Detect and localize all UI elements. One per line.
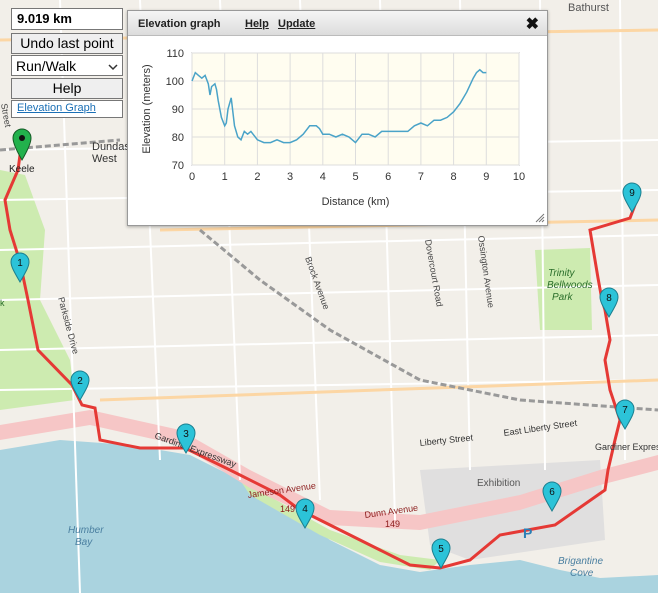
x-tick-label: 7 bbox=[418, 171, 424, 183]
y-tick-label: 110 bbox=[166, 48, 184, 60]
y-tick-label: 70 bbox=[172, 160, 184, 172]
lakeshore-park bbox=[240, 480, 440, 570]
x-tick-label: 10 bbox=[513, 171, 525, 183]
high-park bbox=[0, 170, 75, 410]
lake-ontario bbox=[0, 440, 658, 593]
x-tick-label: 4 bbox=[320, 171, 326, 183]
trinity-bellwoods-park bbox=[535, 248, 592, 330]
elevation-chart: 0 1 2 3 4 5 6 7 8 9 10 70 80 90 100 110 Elevation (mete… bbox=[141, 48, 525, 208]
close-icon[interactable]: ✖ bbox=[525, 16, 539, 33]
x-tick-label: 0 bbox=[189, 171, 195, 183]
x-tick-label: 3 bbox=[287, 171, 293, 183]
x-tick-label: 1 bbox=[222, 171, 228, 183]
gardiner-band bbox=[0, 410, 658, 530]
mode-select-value: Run/Walk bbox=[16, 57, 77, 74]
elevation-panel-header[interactable]: Elevation graph Help Update ✖ bbox=[128, 11, 547, 36]
x-tick-label: 9 bbox=[483, 171, 489, 183]
elevation-panel-title: Elevation graph bbox=[138, 18, 221, 30]
resize-grip-icon[interactable] bbox=[535, 213, 545, 223]
elevation-link-box: Elevation Graph bbox=[11, 100, 123, 118]
chevron-down-icon bbox=[108, 58, 118, 74]
x-tick-label: 2 bbox=[254, 171, 260, 183]
x-tick-label: 8 bbox=[451, 171, 457, 183]
route-line bbox=[3, 139, 637, 570]
x-tick-label: 6 bbox=[385, 171, 391, 183]
elevation-graph-link[interactable]: Elevation Graph bbox=[17, 102, 96, 114]
help-button[interactable]: Help bbox=[11, 78, 123, 99]
elevation-help-link[interactable]: Help bbox=[245, 18, 269, 30]
y-tick-label: 100 bbox=[166, 76, 184, 88]
x-tick-label: 5 bbox=[352, 171, 358, 183]
elevation-update-link[interactable]: Update bbox=[278, 18, 316, 30]
undo-last-point-button[interactable]: Undo last point bbox=[11, 33, 123, 54]
mode-select[interactable]: Run/Walk bbox=[11, 55, 123, 76]
y-tick-label: 80 bbox=[172, 132, 184, 144]
elevation-panel: Elevation graph Help Update ✖ 0 1 2 3 4 5 6 7 8 9… bbox=[127, 10, 548, 226]
y-tick-label: 90 bbox=[172, 104, 184, 116]
y-axis-label: Elevation (meters) bbox=[141, 64, 153, 153]
distance-display: 9.019 km bbox=[11, 8, 123, 30]
x-axis-label: Distance (km) bbox=[322, 196, 390, 208]
elevation-series-line bbox=[191, 68, 487, 144]
rail-corridor bbox=[199, 228, 658, 412]
